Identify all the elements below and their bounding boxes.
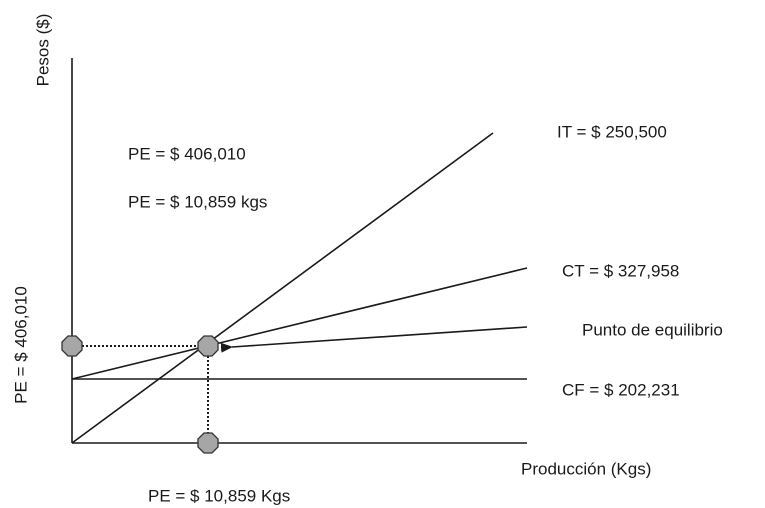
line-label: CT = $ 327,958	[562, 261, 679, 280]
it-line	[71, 132, 494, 444]
x-axis-label: Producción (Kgs)	[521, 459, 651, 478]
annotation: PE = $ 10,859 kgs	[128, 192, 267, 211]
line-label: IT = $ 250,500	[557, 122, 667, 141]
annotation: PE = $ 406,010	[11, 286, 30, 404]
line-label: Punto de equilibrio	[582, 320, 723, 339]
point	[61, 335, 83, 357]
point	[197, 335, 219, 357]
y-axis-label: Pesos ($)	[33, 14, 52, 87]
ct-line	[71, 267, 528, 380]
annotation: PE = $ 406,010	[128, 144, 246, 163]
arrow	[220, 326, 528, 353]
line-label: CF = $ 202,231	[562, 380, 680, 399]
annotation: PE = $ 10,859 Kgs	[148, 486, 290, 505]
point	[197, 432, 219, 454]
